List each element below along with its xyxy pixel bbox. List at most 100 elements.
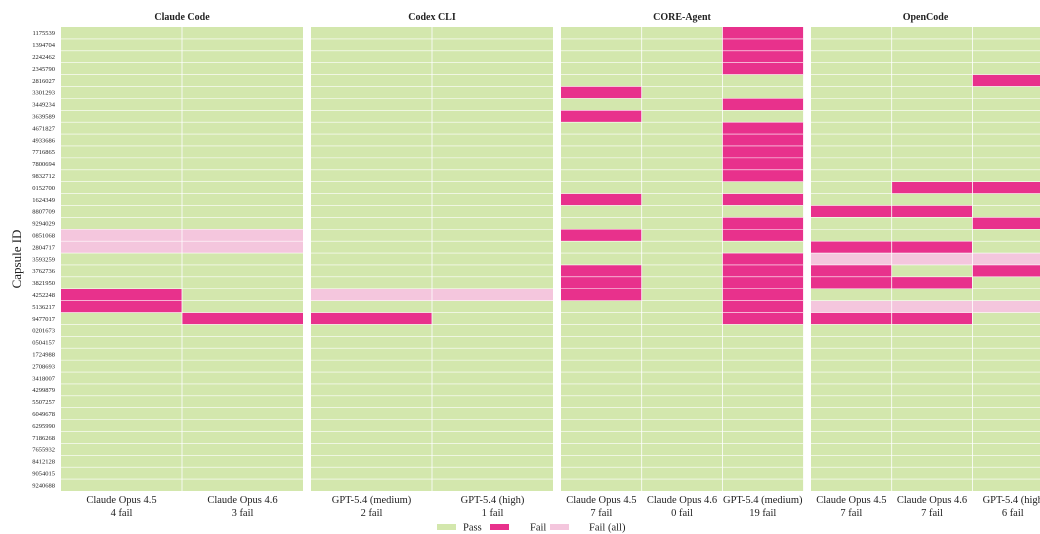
cell-pass <box>641 86 723 99</box>
cell-pass <box>972 169 1040 182</box>
cell-pass <box>722 241 804 254</box>
column-label: Claude Opus 4.5 <box>816 495 886 506</box>
column-fail-count: 1 fail <box>482 508 504 519</box>
cell-pass <box>432 383 553 396</box>
cell-pass <box>61 74 182 87</box>
row-label: 3449234 <box>32 102 56 109</box>
row-label: 5136217 <box>32 304 56 311</box>
row-label: 7800694 <box>32 161 56 168</box>
cell-pass <box>811 27 892 39</box>
legend-swatch-fail_all <box>550 524 569 530</box>
cell-fail_all <box>811 300 892 313</box>
cell-pass <box>722 324 804 337</box>
row-label: 0152700 <box>32 185 55 192</box>
cell-pass <box>61 419 182 432</box>
cell-pass <box>432 467 553 480</box>
cell-pass <box>182 110 303 123</box>
cell-pass <box>182 431 303 444</box>
cell-pass <box>61 86 182 99</box>
row-label: 0504157 <box>32 340 56 347</box>
cell-pass <box>891 145 973 158</box>
cell-fail <box>722 229 804 242</box>
panel-0: Claude Code Claude Opus 4.5 4 fail Claude O… <box>61 12 303 519</box>
column-label: Claude Opus 4.5 <box>566 495 636 506</box>
cell-pass <box>891 419 973 432</box>
cell-pass <box>61 169 182 182</box>
row-label: 3593259 <box>32 256 55 263</box>
cell-pass <box>182 98 303 111</box>
cell-fail <box>891 241 973 254</box>
cell-pass <box>432 62 553 75</box>
cell-fail <box>561 229 642 242</box>
cell-fail_all <box>972 300 1040 313</box>
cell-fail <box>561 264 642 277</box>
cell-pass <box>311 27 432 39</box>
cell-pass <box>311 157 432 170</box>
cell-fail_all <box>891 253 973 265</box>
cell-pass <box>972 98 1040 111</box>
cell-pass <box>182 50 303 63</box>
row-label: 3821950 <box>32 280 55 287</box>
row-label: 4671827 <box>32 125 56 132</box>
cell-fail <box>722 134 804 146</box>
cell-pass <box>722 443 804 456</box>
cell-pass <box>182 395 303 408</box>
cell-pass <box>891 407 973 420</box>
legend-label-fail_all: Fail (all) <box>589 523 626 534</box>
cell-pass <box>61 122 182 135</box>
cell-pass <box>61 205 182 218</box>
cell-pass <box>811 467 892 480</box>
cell-pass <box>811 348 892 361</box>
cell-pass <box>61 62 182 75</box>
row-label: 2708693 <box>32 363 55 370</box>
cell-pass <box>641 74 723 87</box>
cell-pass <box>722 479 804 491</box>
cell-pass <box>61 276 182 289</box>
cell-pass <box>972 193 1040 206</box>
cell-pass <box>561 348 642 361</box>
cell-pass <box>561 395 642 408</box>
column-fail-count: 7 fail <box>921 508 943 519</box>
cell-pass <box>182 122 303 135</box>
cell-pass <box>311 62 432 75</box>
cell-fail <box>561 276 642 289</box>
column-fail-count: 6 fail <box>1002 508 1024 519</box>
cell-pass <box>432 157 553 170</box>
cell-pass <box>891 372 973 384</box>
cell-pass <box>972 455 1040 468</box>
cell-pass <box>972 443 1040 456</box>
cell-pass <box>61 455 182 468</box>
cell-pass <box>182 157 303 170</box>
cell-pass <box>811 383 892 396</box>
cell-pass <box>432 217 553 230</box>
cell-pass <box>811 145 892 158</box>
cell-pass <box>811 157 892 170</box>
cell-pass <box>811 38 892 51</box>
cell-fail_all <box>182 241 303 254</box>
cell-fail <box>811 312 892 325</box>
cell-pass <box>972 348 1040 361</box>
cell-pass <box>432 407 553 420</box>
cell-pass <box>432 276 553 289</box>
cell-pass <box>311 443 432 456</box>
cell-pass <box>432 27 553 39</box>
cell-fail <box>561 86 642 99</box>
cell-pass <box>311 181 432 194</box>
cell-pass <box>972 312 1040 325</box>
cell-pass <box>641 193 723 206</box>
cell-pass <box>182 383 303 396</box>
cell-pass <box>641 264 723 277</box>
cell-pass <box>561 419 642 432</box>
cell-pass <box>311 241 432 254</box>
cell-fail_all <box>972 253 1040 265</box>
cell-pass <box>561 38 642 51</box>
cell-pass <box>641 467 723 480</box>
cell-pass <box>182 169 303 182</box>
cell-pass <box>432 98 553 111</box>
row-label: 1624349 <box>32 197 55 204</box>
cell-pass <box>891 395 973 408</box>
cell-pass <box>61 98 182 111</box>
cell-pass <box>641 157 723 170</box>
cell-fail <box>722 253 804 265</box>
cell-pass <box>811 324 892 337</box>
